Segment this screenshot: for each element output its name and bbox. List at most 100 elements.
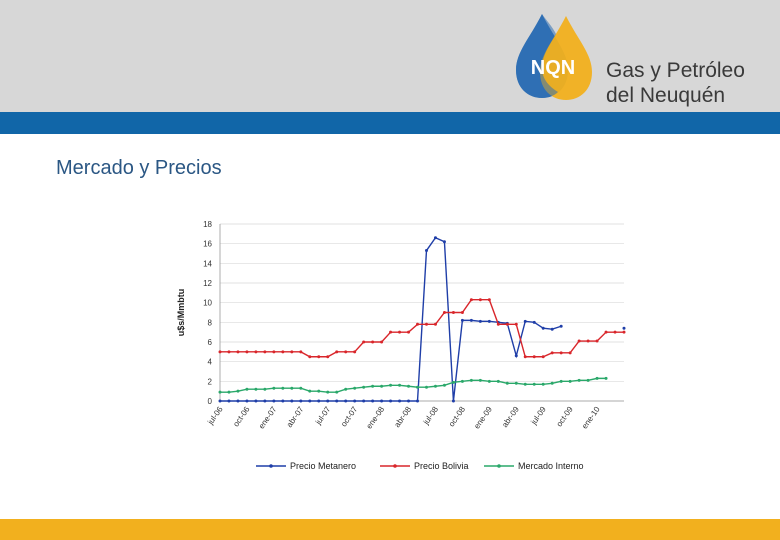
data-point — [460, 311, 464, 314]
data-point — [478, 298, 482, 302]
data-point — [290, 350, 294, 354]
y-tick-label: 8 — [208, 318, 213, 327]
data-point — [469, 378, 473, 382]
data-point — [514, 381, 518, 385]
data-point — [433, 384, 437, 388]
data-point — [595, 376, 599, 380]
data-point — [416, 399, 420, 403]
data-point — [344, 399, 348, 403]
x-tick-label: oct-08 — [447, 405, 467, 429]
data-point — [613, 330, 617, 334]
x-tick-label: oct-06 — [231, 405, 251, 429]
data-point — [496, 322, 500, 326]
data-point — [290, 399, 294, 403]
x-tick-label: ene-10 — [580, 405, 602, 431]
nqn-drops-logo: NQN — [516, 14, 592, 100]
data-point — [398, 383, 402, 387]
data-point — [532, 320, 536, 324]
legend-label: Mercado Interno — [518, 461, 584, 471]
data-point — [416, 385, 420, 389]
data-point — [407, 330, 411, 334]
data-point — [433, 236, 437, 240]
logo-text: NQN — [531, 57, 575, 79]
data-point — [487, 379, 491, 383]
data-point — [272, 399, 276, 403]
data-point — [227, 399, 231, 403]
data-point — [326, 399, 330, 403]
data-point — [424, 385, 428, 389]
data-point — [389, 330, 393, 334]
data-point — [514, 322, 518, 326]
data-point — [308, 355, 312, 359]
data-point — [541, 355, 545, 359]
legend-swatch-marker — [393, 464, 397, 468]
data-point — [335, 390, 339, 394]
data-point — [523, 382, 527, 386]
data-point — [344, 387, 348, 391]
data-point — [604, 376, 608, 380]
y-tick-label: 6 — [208, 338, 213, 347]
blue-divider-bar — [0, 112, 780, 134]
data-point — [263, 350, 267, 354]
data-point — [622, 326, 626, 330]
data-point — [326, 390, 330, 394]
data-point — [353, 399, 357, 403]
data-point — [451, 380, 455, 384]
data-point — [317, 389, 321, 393]
brand-line-1: Gas y Petróleo — [606, 59, 745, 82]
data-point — [460, 318, 464, 322]
data-point — [586, 378, 590, 382]
data-point — [478, 378, 482, 382]
y-tick-label: 4 — [208, 358, 213, 367]
data-point — [541, 382, 545, 386]
data-point — [514, 354, 518, 358]
data-point — [487, 298, 491, 302]
data-point — [290, 386, 294, 390]
data-point — [299, 350, 303, 354]
data-point — [469, 298, 473, 302]
y-tick-label: 14 — [203, 259, 212, 268]
data-point — [317, 399, 321, 403]
data-point — [218, 350, 222, 354]
data-point — [272, 350, 276, 354]
page-title: Mercado y Precios — [56, 157, 222, 179]
data-point — [424, 322, 428, 326]
x-tick-label: oct-07 — [339, 405, 359, 429]
y-tick-label: 10 — [203, 299, 212, 308]
data-point — [308, 389, 312, 393]
data-point — [559, 351, 563, 355]
series-line — [220, 238, 624, 401]
data-point — [227, 390, 231, 394]
x-tick-label: jul-07 — [313, 405, 332, 427]
data-point — [218, 399, 222, 403]
y-axis-label: u$s/Mmbtu — [176, 289, 186, 337]
data-point — [254, 399, 258, 403]
data-point — [362, 385, 366, 389]
data-point — [299, 386, 303, 390]
data-point — [398, 330, 402, 334]
x-tick-label: ene-09 — [472, 405, 494, 431]
x-tick-label: ene-07 — [257, 405, 279, 431]
data-point — [380, 399, 384, 403]
data-point — [272, 386, 276, 390]
data-point — [532, 355, 536, 359]
legend-label: Precio Bolivia — [414, 461, 469, 471]
data-point — [317, 355, 321, 359]
x-tick-label: abr-07 — [285, 405, 306, 430]
data-point — [353, 386, 357, 390]
data-point — [371, 340, 375, 344]
data-point — [281, 350, 285, 354]
data-point — [577, 339, 581, 343]
data-point — [424, 249, 428, 253]
data-point — [299, 399, 303, 403]
x-tick-label: abr-09 — [500, 405, 521, 430]
data-point — [559, 324, 563, 328]
x-tick-label: jul-06 — [205, 405, 224, 427]
y-tick-label: 0 — [208, 397, 213, 406]
data-point — [433, 322, 437, 326]
data-point — [559, 379, 563, 383]
data-point — [245, 350, 249, 354]
data-point — [236, 350, 240, 354]
data-point — [577, 378, 581, 382]
data-point — [416, 322, 420, 326]
